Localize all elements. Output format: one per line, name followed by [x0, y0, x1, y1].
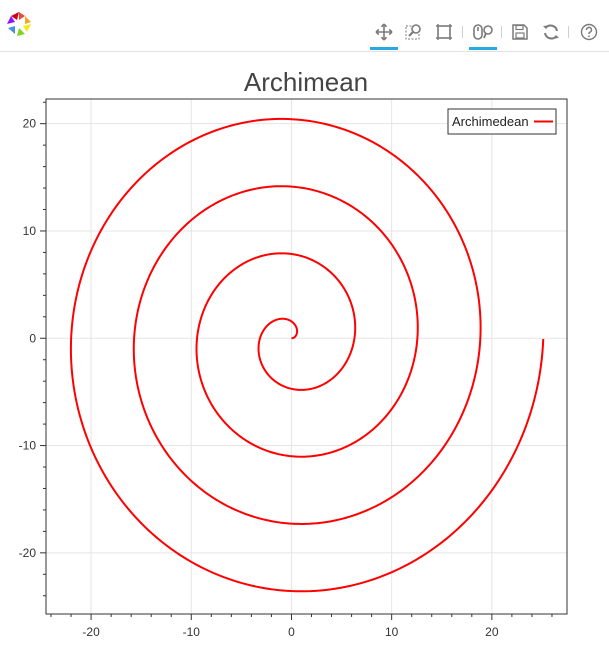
plot-toolbar: [0, 0, 609, 52]
toolbar-bottom-border: [0, 51, 609, 52]
y-tick-label: 0: [29, 331, 36, 345]
bokeh-logo-icon[interactable]: [6, 11, 32, 37]
toolbar-divider: [568, 26, 569, 38]
help-icon: [580, 23, 598, 41]
x-tick-label: -10: [183, 625, 201, 639]
chart-svg[interactable]: Archimean -20 -10 0 10 20 -20 -10 0 10 20 Archime…: [0, 52, 609, 658]
move-arrows-icon: [375, 23, 393, 41]
toolbar-divider: [462, 26, 463, 38]
plot-frame: [45, 98, 568, 615]
x-tick-label: -20: [82, 625, 100, 639]
reset-icon: [543, 24, 559, 40]
y-tick-label: 20: [23, 117, 37, 131]
box-select-tool-button[interactable]: [430, 18, 458, 46]
wheel-zoom-tool-button[interactable]: [469, 18, 497, 50]
legend-entry-label: Archimedean: [452, 114, 529, 129]
x-tick-label: 0: [288, 625, 295, 639]
legend[interactable]: Archimedean: [447, 108, 557, 135]
box-zoom-tool-button[interactable]: [400, 18, 428, 46]
zoom-box-icon: [405, 24, 421, 40]
grid-lines: [46, 99, 567, 614]
help-tool-button[interactable]: [575, 18, 603, 46]
y-tick-label: 10: [23, 224, 37, 238]
wheel-zoom-icon: [473, 24, 493, 40]
toolbar-divider: [501, 26, 502, 38]
pan-tool-button[interactable]: [370, 18, 398, 50]
save-tool-button[interactable]: [506, 18, 534, 46]
y-tick-label: -20: [19, 546, 37, 560]
series-layer: [69, 117, 545, 593]
x-tick-label: 10: [385, 625, 399, 639]
chart-title: Archimean: [244, 67, 368, 97]
y-tick-label: -10: [19, 439, 37, 453]
series-line-archimedean: [69, 117, 545, 593]
plot-area[interactable]: Archimean -20 -10 0 10 20 -20 -10 0 10 20 Archime…: [0, 52, 609, 658]
save-icon: [512, 24, 528, 40]
reset-tool-button[interactable]: [537, 18, 565, 46]
axes: -20 -10 0 10 20 -20 -10 0 10 20: [19, 99, 567, 639]
x-tick-label: 20: [485, 625, 499, 639]
select-box-icon: [436, 24, 452, 40]
